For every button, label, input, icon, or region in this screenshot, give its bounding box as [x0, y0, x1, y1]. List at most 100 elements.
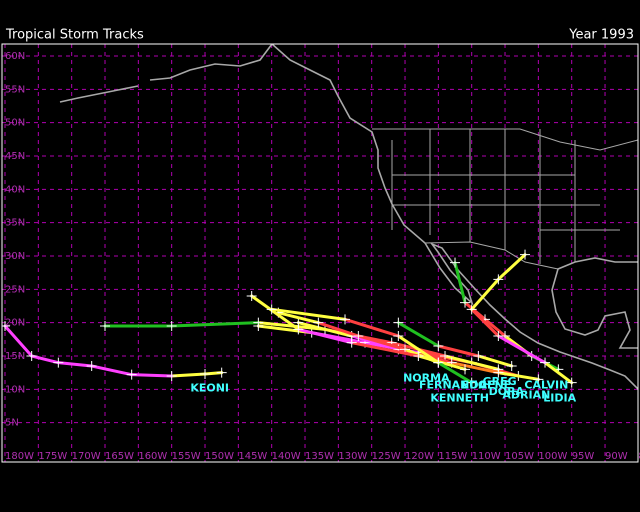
title: Tropical Storm Tracks — [5, 28, 144, 43]
track-point — [86, 360, 97, 371]
track-segment — [316, 321, 360, 338]
track-point — [466, 377, 477, 388]
track-point — [26, 350, 37, 361]
track-point — [340, 314, 351, 325]
lon-label: 135W — [305, 451, 334, 462]
track-segment — [3, 324, 34, 358]
track-point — [53, 357, 64, 368]
track-point — [166, 370, 177, 381]
track-point — [460, 364, 471, 375]
map-frame — [1, 43, 639, 463]
tracks — [2, 249, 577, 388]
track-point — [440, 350, 451, 361]
track-segment — [496, 334, 547, 365]
track-segment — [396, 334, 440, 365]
track-point — [166, 320, 177, 331]
track-point — [126, 369, 137, 380]
lat-label: 40N — [5, 184, 25, 195]
track-point — [566, 377, 577, 388]
lon-label: 85W — [638, 451, 640, 462]
lon-label: 110W — [472, 451, 501, 462]
track-segment — [436, 344, 480, 358]
lat-label: 30N — [5, 251, 25, 262]
track-segment — [356, 334, 407, 351]
track-segment — [436, 361, 474, 385]
track-point — [493, 330, 504, 341]
lon-label: 100W — [538, 451, 567, 462]
track-segment — [350, 334, 400, 351]
track-segment — [453, 261, 467, 305]
track-segment — [483, 317, 507, 338]
lon-label: 150W — [205, 451, 234, 462]
track-segment — [470, 307, 500, 338]
track-segment — [170, 321, 260, 328]
lon-label: 105W — [505, 451, 534, 462]
state-borders — [391, 129, 620, 264]
lat-label: 55N — [5, 84, 25, 95]
track-segment — [343, 317, 400, 338]
lon-label: 140W — [272, 451, 301, 462]
track-segment — [396, 321, 440, 348]
us-canada-border — [372, 128, 638, 151]
track-point — [466, 304, 477, 315]
track-point — [100, 320, 111, 331]
lat-label: 10N — [5, 384, 25, 395]
storm-name: DORA — [489, 385, 525, 398]
track-segment — [90, 364, 134, 377]
track-segment — [543, 361, 574, 385]
track-point — [520, 249, 531, 260]
gulf-coast — [551, 257, 638, 349]
pacific-coast — [271, 44, 638, 390]
lat-label: 25N — [5, 284, 25, 295]
track-segment — [30, 354, 60, 365]
lon-label: 145W — [238, 451, 267, 462]
track-segment — [350, 341, 420, 358]
track-point — [393, 330, 404, 341]
lon-label: 130W — [338, 451, 367, 462]
track-segment — [56, 361, 94, 368]
track-point — [293, 324, 304, 335]
track-point — [2, 320, 10, 331]
lat-label: 20N — [5, 318, 25, 329]
track-segment — [130, 373, 174, 378]
track-point — [433, 357, 444, 368]
storm-name: KENNETH — [430, 392, 489, 405]
lat-label: 35N — [5, 218, 25, 229]
storm-name: EUGENE — [461, 378, 511, 391]
track-point — [473, 350, 484, 361]
lat-label: 5N — [5, 418, 19, 429]
year: Year 1993 — [568, 28, 634, 43]
track-segment — [443, 354, 500, 371]
track-segment — [296, 321, 354, 338]
track-segment — [476, 354, 514, 368]
track-segment — [470, 277, 500, 311]
track-segment — [296, 327, 354, 345]
lon-label: 120W — [405, 451, 434, 462]
track-point — [246, 290, 257, 301]
track-point — [506, 360, 517, 371]
lon-label: 125W — [372, 451, 401, 462]
lon-label: 165W — [105, 451, 134, 462]
alaska-coast — [149, 44, 273, 81]
lon-label: 90W — [605, 451, 628, 462]
storm-name: CALVIN — [524, 378, 568, 391]
lon-label: 160W — [138, 451, 167, 462]
track-point — [450, 257, 461, 268]
track-segment — [450, 361, 500, 375]
track-segment — [496, 253, 527, 281]
storm-name: KEONI — [190, 382, 229, 395]
track-point — [433, 340, 444, 351]
track-point — [493, 274, 504, 285]
storm-name: GREG — [483, 375, 517, 388]
storm-name: LIDIA — [543, 392, 576, 405]
lon-label: 180W — [5, 451, 34, 462]
track-segment — [170, 372, 207, 378]
track-point — [413, 350, 424, 361]
track-segment — [496, 371, 540, 381]
lon-label: 115W — [438, 451, 467, 462]
track-point — [393, 317, 404, 328]
lon-label: 170W — [72, 451, 101, 462]
lon-label: 95W — [572, 451, 595, 462]
track-point — [460, 297, 471, 308]
track-point — [540, 357, 551, 368]
